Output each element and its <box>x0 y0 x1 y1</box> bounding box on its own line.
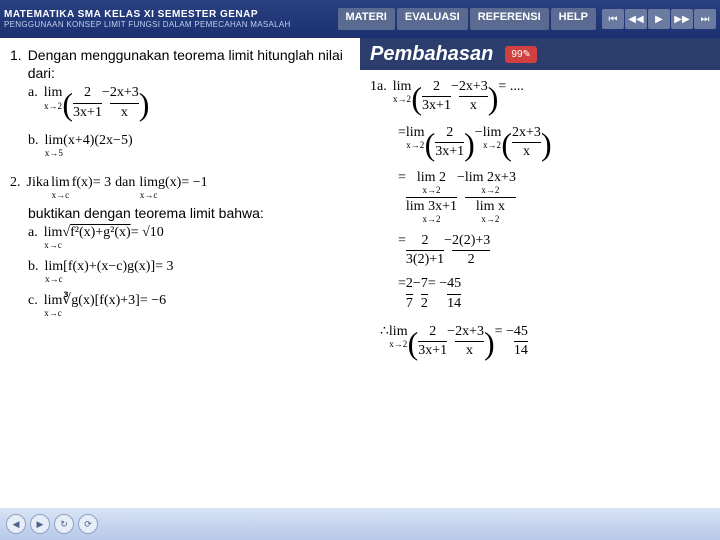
nav-evaluasi[interactable]: EVALUASI <box>397 8 468 30</box>
q2-prove: buktikan dengan teorema limit bahwa: <box>28 204 264 222</box>
nav-help[interactable]: HELP <box>551 8 596 30</box>
q1a-label: a. <box>28 84 38 102</box>
vcr-prev-icon[interactable]: ◀◀ <box>625 9 647 29</box>
footer-reload-icon[interactable]: ↻ <box>54 514 74 534</box>
q1b-label: b. <box>28 132 39 150</box>
questions-panel: 1. Dengan menggunakan teorema limit hitun… <box>0 38 360 508</box>
footer-prev-icon[interactable]: ◀ <box>6 514 26 534</box>
footer-controls: ◀ ▶ ↻ ⟳ <box>0 508 720 540</box>
nav-materi[interactable]: MATERI <box>338 8 395 30</box>
score-badge: 99✎ <box>505 46 537 63</box>
footer-loop-icon[interactable]: ⟳ <box>78 514 98 534</box>
q1-text: Dengan menggunakan teorema limit hitungl… <box>28 46 350 82</box>
q1-index: 1. <box>10 46 22 64</box>
solution-panel: Pembahasan 99✎ 1a. limx→2 ( 23x+1 − 2x+3… <box>360 38 720 508</box>
q2-index: 2. <box>10 174 21 192</box>
nav-bar: MATERI EVALUASI REFERENSI HELP <box>338 8 596 30</box>
vcr-next-icon[interactable]: ▶▶ <box>671 9 693 29</box>
vcr-first-icon[interactable]: ⏮ <box>602 9 624 29</box>
nav-referensi[interactable]: REFERENSI <box>470 8 549 30</box>
q1b-expr: (x+4)(2x−5) <box>63 132 132 150</box>
vcr-last-icon[interactable]: ⏭ <box>694 9 716 29</box>
solution-header: Pembahasan 99✎ <box>360 38 720 70</box>
solution-title: Pembahasan <box>370 41 493 67</box>
q1b-lim: limx→5 <box>45 132 64 160</box>
vcr-play-icon[interactable]: ▶ <box>648 9 670 29</box>
content-area: 1. Dengan menggunakan teorema limit hitun… <box>0 38 720 508</box>
vcr-controls: ⏮ ◀◀ ▶ ▶▶ ⏭ <box>602 9 716 29</box>
header-subtitle: PENGGUNAAN KONSEP LIMIT FUNGSI DALAM PEM… <box>4 20 291 29</box>
q1a-lim: limx→2 <box>44 84 63 112</box>
q1a-frac2: 2x+3x <box>110 84 139 121</box>
app-header: MATEMATIKA SMA KELAS XI SEMESTER GENAP P… <box>0 0 720 38</box>
footer-play-icon[interactable]: ▶ <box>30 514 50 534</box>
q1a-frac1: 23x+1 <box>73 84 102 121</box>
header-title: MATEMATIKA SMA KELAS XI SEMESTER GENAP <box>4 9 291 20</box>
